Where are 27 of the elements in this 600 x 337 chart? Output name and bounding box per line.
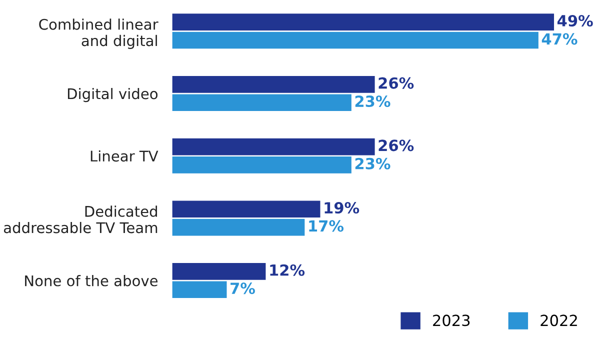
y-tick-label: Dedicated addressable TV Team xyxy=(4,206,158,234)
data-label: 47% xyxy=(542,33,578,45)
bar xyxy=(172,200,320,218)
data-label: 49% xyxy=(557,14,593,27)
bar xyxy=(172,94,352,112)
y-tick-label: Linear TV xyxy=(90,150,158,162)
data-label: 12% xyxy=(270,264,305,276)
data-label: 26% xyxy=(378,140,414,152)
data-label: 17% xyxy=(309,220,344,232)
bar xyxy=(172,281,227,298)
data-label: 23% xyxy=(355,158,390,170)
bar xyxy=(172,263,266,280)
data-label: 7% xyxy=(230,282,255,294)
data-label: 19% xyxy=(324,202,360,214)
y-tick-label: Digital video xyxy=(68,88,158,102)
legend-label: 2022 xyxy=(540,314,577,326)
data-label: 26% xyxy=(378,77,414,89)
bar xyxy=(172,76,375,93)
bar xyxy=(172,156,352,174)
y-tick-label: Combined linear and digital xyxy=(39,18,158,50)
data-label: 23% xyxy=(355,95,390,108)
bar xyxy=(172,14,554,30)
legend-label: 2023 xyxy=(433,314,470,326)
bar xyxy=(172,32,538,49)
bar xyxy=(172,218,305,236)
bar xyxy=(172,138,375,156)
y-tick-label: None of the above xyxy=(25,275,158,286)
